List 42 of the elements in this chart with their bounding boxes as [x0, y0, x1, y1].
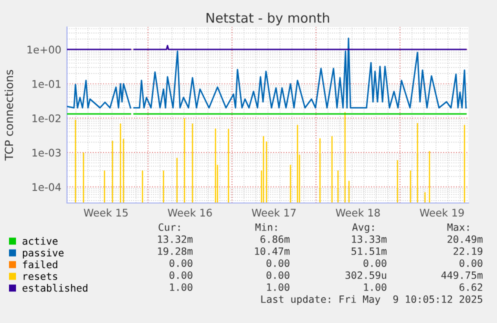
- x-tick-label: Week 18: [336, 208, 380, 217]
- text: 302.59u: [346, 271, 386, 279]
- text: 22.19: [454, 247, 482, 255]
- y-tick-label: 1e-01: [32, 80, 60, 88]
- text: 10.47m: [255, 247, 290, 255]
- text: 1.00: [170, 283, 192, 291]
- legend-label: resets: [24, 272, 58, 280]
- text: Cur:: [158, 223, 180, 231]
- text: 6.62: [460, 283, 482, 291]
- x-tick-label: Week 15: [84, 208, 128, 217]
- y-tick-label: 1e-04: [32, 183, 61, 192]
- text: 0.00: [170, 271, 192, 279]
- text: 20.49m: [448, 235, 483, 243]
- legend-label: established: [22, 284, 88, 292]
- legend-label: active: [22, 237, 58, 245]
- y-tick-label: 1e-02: [32, 114, 60, 122]
- text: 51.51m: [352, 247, 387, 255]
- legend-label: failed: [22, 260, 58, 268]
- text: Avg:: [352, 223, 374, 233]
- text: 0.00: [460, 259, 482, 267]
- text: 19.28m: [158, 247, 193, 255]
- text: 0.00: [266, 259, 290, 267]
- text: 0.00: [170, 259, 192, 267]
- text: 1.00: [267, 283, 290, 291]
- legend-label: passive: [22, 248, 64, 258]
- text: 449.75m: [441, 271, 483, 279]
- x-tick-label: Week 16: [168, 208, 212, 217]
- chart-title: Netstat - by month: [206, 12, 330, 26]
- text: 13.32m: [158, 235, 193, 243]
- text: 1.00: [364, 283, 386, 291]
- text: 0.00: [266, 271, 290, 279]
- y-tick-label: 1e+00: [28, 46, 61, 54]
- text: Last update: Fri May 9 10:05:12 2025: [261, 295, 482, 305]
- text: Min:: [255, 223, 277, 231]
- text: 0.00: [364, 259, 386, 267]
- text: Max:: [447, 223, 469, 231]
- x-tick-label: Week 17: [252, 208, 296, 217]
- y-tick-label: 1e-03: [32, 148, 61, 157]
- x-tick-label: Week 19: [420, 208, 464, 217]
- y-axis-title: TCP connections: [4, 70, 14, 161]
- text: 6.86m: [260, 235, 290, 243]
- text: 13.33m: [352, 235, 387, 243]
